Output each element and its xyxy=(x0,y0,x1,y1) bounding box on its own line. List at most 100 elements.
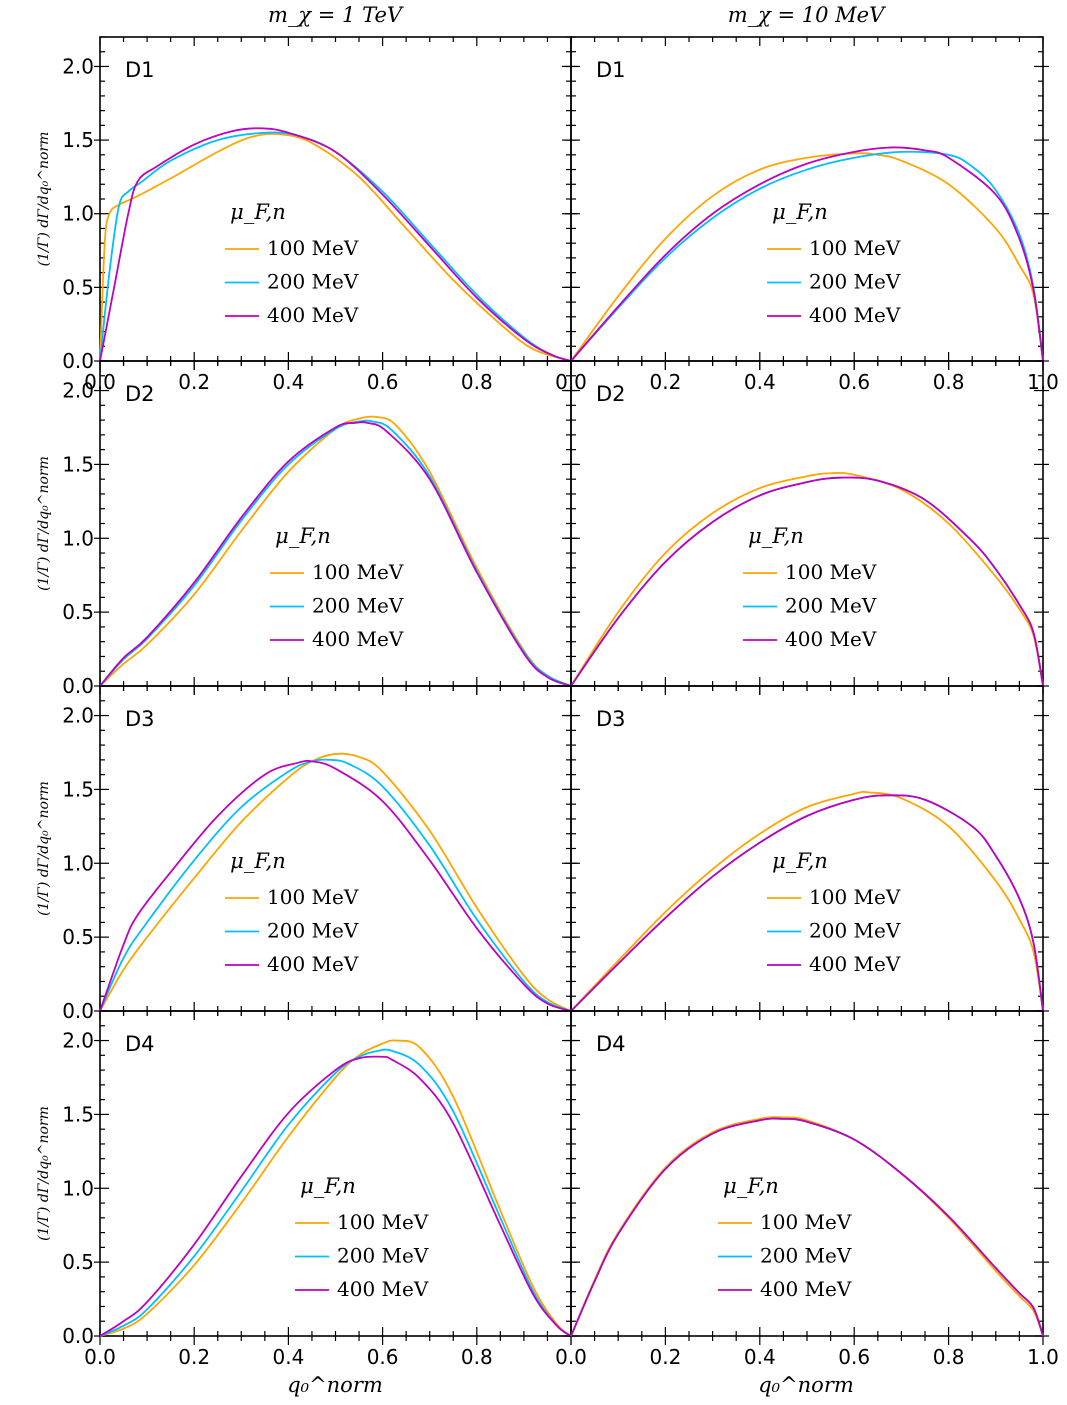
y-tick-label: 0.5 xyxy=(62,600,94,624)
panel-d2-right: D2 μ_F,n 100 MeV 200 MeV 400 MeV xyxy=(565,360,1049,695)
axes-frame xyxy=(570,36,1044,362)
x-tick-label: 0.2 xyxy=(178,370,210,394)
legend-label: 400 MeV xyxy=(785,627,877,651)
panel-label: D4 xyxy=(125,1032,155,1056)
y-tick-label: 2.0 xyxy=(62,704,94,728)
x-tick-label: 0.4 xyxy=(744,1345,776,1369)
x-tick-label: 0.2 xyxy=(178,1345,210,1369)
x-tick-label: 0.8 xyxy=(933,370,965,394)
series-line-400-mev xyxy=(99,127,572,362)
panel-d3-left: 0.0 0.5 1.0 1.5 2.0 D3 μ_F,n 100 MeV 200 MeV 400 … xyxy=(62,685,577,1023)
x-tick-label: 0.8 xyxy=(933,1345,965,1369)
legend-label: 400 MeV xyxy=(312,627,404,651)
y-axis-label: (1/Γ) dΓ/dq₀^norm xyxy=(36,456,52,591)
y-axis-label: (1/Γ) dΓ/dq₀^norm xyxy=(36,1106,52,1241)
panel-d4-left: 0.0 0.5 1.0 1.5 2.0 0.0 0.2 0.4 0.6 0.8 D4 μ_F,n 100… xyxy=(62,1010,577,1369)
series-line-400-mev xyxy=(570,794,1044,1012)
x-tick-label: 0.2 xyxy=(649,370,681,394)
legend-label: 200 MeV xyxy=(267,270,359,294)
y-tick-label: 1.0 xyxy=(62,1176,94,1200)
series-line-400-mev xyxy=(570,1117,1044,1337)
x-tick-label: 0.2 xyxy=(649,1345,681,1369)
series-line-100-mev xyxy=(570,472,1044,687)
legend-label: 400 MeV xyxy=(267,952,359,976)
series-line-100-mev xyxy=(99,1039,572,1337)
legend-label: 200 MeV xyxy=(760,1244,852,1268)
y-tick-label: 0.0 xyxy=(62,674,94,698)
legend-title: μ_F,n xyxy=(748,524,804,548)
y-tick-label: 0.0 xyxy=(62,999,94,1023)
y-tick-label: 0.5 xyxy=(62,275,94,299)
series-line-100-mev xyxy=(570,152,1044,362)
x-tick-label: 0.4 xyxy=(744,370,776,394)
panel-d4-right: 0.0 0.2 0.4 0.6 0.8 1.0 D4 μ_F,n 100 MeV 200 MeV 4… xyxy=(555,1010,1059,1369)
x-tick-label: 0.0 xyxy=(84,1345,116,1369)
series-line-200-mev xyxy=(570,150,1044,362)
legend-label: 200 MeV xyxy=(809,270,901,294)
y-tick-label: 1.0 xyxy=(62,851,94,875)
series-line-100-mev xyxy=(99,132,572,362)
y-tick-label: 2.0 xyxy=(62,379,94,403)
y-tick-label: 0.0 xyxy=(62,1324,94,1348)
legend-label: 400 MeV xyxy=(809,303,901,327)
series-line-100-mev xyxy=(99,752,572,1012)
y-tick-label: 1.5 xyxy=(62,452,94,476)
panel-d1-left: 0.00.51.01.52.00.0 0.2 0.4 0.6 0.8D1μ_F,n100… xyxy=(62,36,577,394)
y-tick-label: 0.5 xyxy=(62,1250,94,1274)
x-tick-label: 1.0 xyxy=(1027,1345,1059,1369)
series-line-400-mev xyxy=(570,476,1044,687)
y-tick-label: 2.0 xyxy=(62,54,94,78)
x-axis-label-right: q₀^norm xyxy=(758,1373,854,1397)
series-line-200-mev xyxy=(570,794,1044,1012)
legend-title: μ_F,n xyxy=(230,849,286,873)
legend-label: 200 MeV xyxy=(312,594,404,618)
column-title-left: m_χ = 1 TeV xyxy=(268,3,404,27)
panel-label: D2 xyxy=(125,382,155,406)
legend-title: μ_F,n xyxy=(275,524,331,548)
x-axis-label-left: q₀^norm xyxy=(287,1373,383,1397)
legend-label: 100 MeV xyxy=(312,560,404,584)
panel-label: D1 xyxy=(125,58,155,82)
legend-label: 200 MeV xyxy=(267,919,359,943)
legend-label: 400 MeV xyxy=(809,952,901,976)
x-tick-label: 0.6 xyxy=(367,1345,399,1369)
y-tick-label: 0.5 xyxy=(62,925,94,949)
y-axis-label: (1/Γ) dΓ/dq₀^norm xyxy=(36,132,52,267)
legend-label: 200 MeV xyxy=(337,1244,429,1268)
legend-label: 200 MeV xyxy=(809,919,901,943)
series-line-400-mev xyxy=(99,759,572,1012)
legend-title: μ_F,n xyxy=(723,1174,779,1198)
series-line-200-mev xyxy=(99,131,572,362)
legend-title: μ_F,n xyxy=(772,200,828,224)
panel-label: D1 xyxy=(596,58,626,82)
panel-label: D3 xyxy=(125,707,155,731)
panel-d2-left: 0.0 0.5 1.0 1.5 2.0 D2 μ_F,n 100 MeV 200 MeV 400 … xyxy=(62,360,577,698)
legend-title: μ_F,n xyxy=(230,200,286,224)
y-tick-label: 1.5 xyxy=(62,777,94,801)
panel-label: D3 xyxy=(596,707,626,731)
legend-label: 100 MeV xyxy=(760,1210,852,1234)
y-tick-label: 0.0 xyxy=(62,349,94,373)
x-tick-label: 0.6 xyxy=(367,370,399,394)
series-line-100-mev xyxy=(570,790,1044,1012)
y-tick-label: 2.0 xyxy=(62,1029,94,1053)
y-tick-label: 1.5 xyxy=(62,1102,94,1126)
series-line-200-mev xyxy=(99,1048,572,1337)
series-line-400-mev xyxy=(99,1055,572,1337)
series-line-100-mev xyxy=(99,415,572,687)
legend-title: μ_F,n xyxy=(772,849,828,873)
x-tick-label: 0.0 xyxy=(555,1345,587,1369)
y-axis-label: (1/Γ) dΓ/dq₀^norm xyxy=(36,781,52,916)
x-tick-label: 0.6 xyxy=(838,370,870,394)
x-tick-label: 0.4 xyxy=(272,1345,304,1369)
y-tick-label: 1.0 xyxy=(62,202,94,226)
legend-label: 100 MeV xyxy=(809,236,901,260)
series-line-400-mev xyxy=(570,146,1044,362)
legend-label: 400 MeV xyxy=(760,1277,852,1301)
legend-label: 200 MeV xyxy=(785,594,877,618)
panel-label: D2 xyxy=(596,382,626,406)
legend-label: 100 MeV xyxy=(809,885,901,909)
x-tick-label: 0.4 xyxy=(272,370,304,394)
